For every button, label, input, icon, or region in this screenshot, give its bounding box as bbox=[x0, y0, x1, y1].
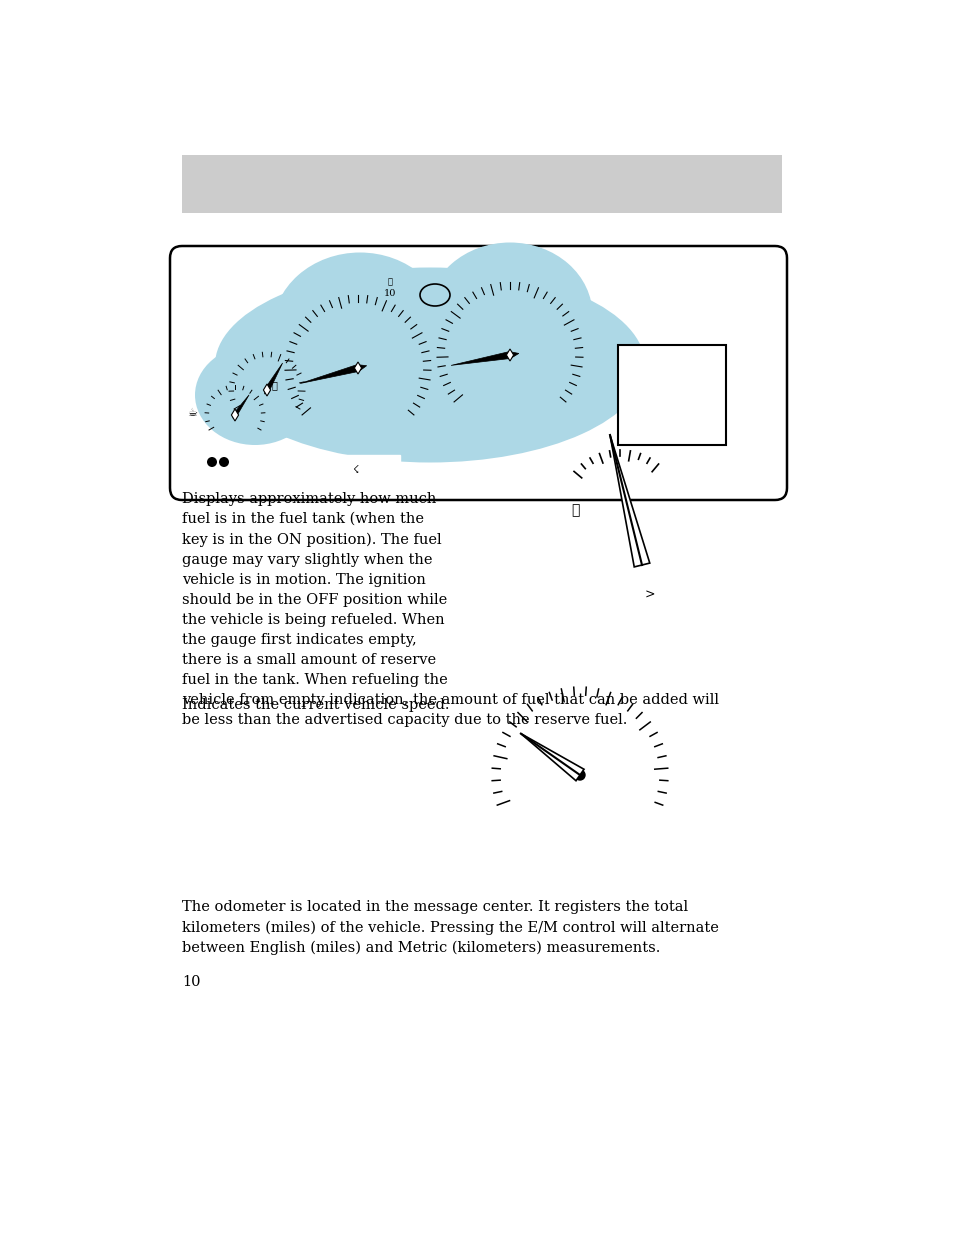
Bar bbox=[618, 345, 725, 445]
Polygon shape bbox=[520, 734, 583, 781]
Polygon shape bbox=[233, 395, 249, 417]
Text: >: > bbox=[644, 589, 655, 601]
Bar bbox=[182, 156, 781, 212]
Text: ⎕: ⎕ bbox=[387, 278, 392, 287]
Polygon shape bbox=[264, 363, 282, 394]
Ellipse shape bbox=[214, 268, 644, 462]
Text: ⛽: ⛽ bbox=[570, 503, 578, 517]
Text: 10: 10 bbox=[383, 289, 395, 298]
Text: 10: 10 bbox=[182, 974, 200, 989]
Text: ☕: ☕ bbox=[187, 408, 196, 417]
Text: The odometer is located in the message center. It registers the total
kilometers: The odometer is located in the message c… bbox=[182, 900, 719, 956]
Bar bbox=[319, 454, 399, 490]
Text: ☇: ☇ bbox=[352, 466, 357, 475]
Ellipse shape bbox=[273, 252, 447, 408]
Polygon shape bbox=[451, 352, 518, 366]
Circle shape bbox=[219, 457, 229, 467]
Polygon shape bbox=[506, 350, 513, 361]
Ellipse shape bbox=[427, 242, 592, 388]
Circle shape bbox=[575, 769, 584, 781]
Polygon shape bbox=[232, 409, 238, 421]
Text: ⛽: ⛽ bbox=[271, 380, 276, 390]
Polygon shape bbox=[300, 364, 366, 384]
FancyBboxPatch shape bbox=[170, 246, 786, 500]
Circle shape bbox=[207, 457, 216, 467]
Polygon shape bbox=[263, 384, 271, 396]
Text: Indicates the current vehicle speed.: Indicates the current vehicle speed. bbox=[182, 698, 449, 713]
Ellipse shape bbox=[194, 345, 314, 445]
Polygon shape bbox=[609, 435, 649, 567]
Text: Displays approximately how much
fuel is in the fuel tank (when the
key is in the: Displays approximately how much fuel is … bbox=[182, 492, 719, 727]
Polygon shape bbox=[354, 362, 361, 374]
